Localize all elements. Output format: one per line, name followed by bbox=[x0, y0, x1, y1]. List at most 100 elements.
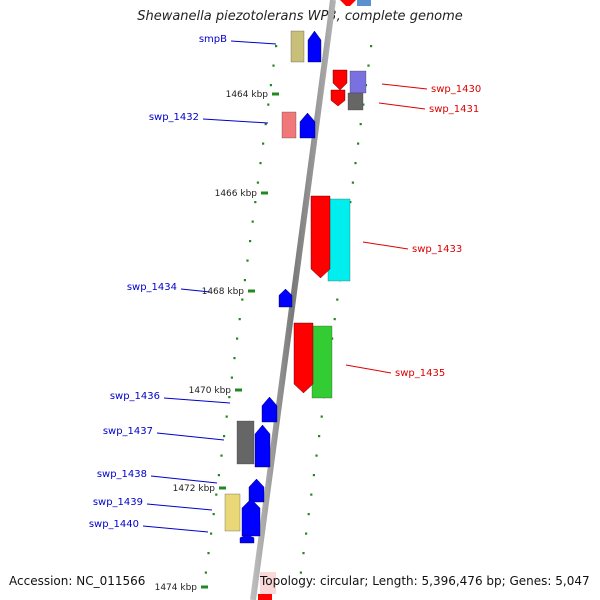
scale-ticks: 1464 kbp 1466 kbp 1468 kbp 1470 kbp 1472 kbp… bbox=[155, 90, 279, 593]
scale-tick bbox=[201, 585, 208, 589]
gene-arrow-forward bbox=[332, 69, 348, 91]
track-dot bbox=[264, 123, 267, 126]
tick-label: 1464 kbp bbox=[226, 90, 269, 100]
accession-label: Accession: NC_011566 bbox=[9, 574, 146, 588]
label-leader bbox=[202, 118, 269, 124]
scale-tick bbox=[261, 191, 268, 195]
track-dot bbox=[254, 201, 257, 204]
track-dot bbox=[251, 220, 254, 223]
label-leader bbox=[345, 364, 392, 374]
gene-arrow-forward bbox=[330, 89, 346, 107]
cog-block bbox=[224, 493, 241, 532]
track-dot bbox=[212, 513, 215, 516]
tick-label: 1468 kbp bbox=[202, 287, 245, 297]
gene-label: swp_1431 bbox=[429, 104, 479, 115]
gene-label: swp_1435 bbox=[395, 368, 445, 379]
track-dot bbox=[217, 474, 220, 477]
label-leader bbox=[362, 241, 409, 250]
track-dot bbox=[223, 435, 226, 438]
label-leader bbox=[150, 475, 218, 484]
track-dot bbox=[357, 142, 360, 145]
track-dot bbox=[241, 298, 244, 301]
gene-label: swp_1433 bbox=[412, 244, 462, 255]
track-dot bbox=[269, 84, 272, 87]
backbone-line bbox=[250, 0, 336, 600]
gene-label: swp_1437 bbox=[103, 426, 153, 437]
scale-tick bbox=[235, 388, 242, 392]
gene-label: swp_1440 bbox=[89, 519, 139, 530]
map-title: Shewanella piezotolerans WP3, complete g… bbox=[137, 9, 463, 24]
cog-block bbox=[349, 70, 367, 94]
track-dot bbox=[305, 532, 308, 535]
track-dot bbox=[262, 142, 265, 145]
gene-label: swp_1436 bbox=[110, 391, 160, 402]
cog-block bbox=[236, 420, 255, 465]
track-dot bbox=[354, 162, 357, 165]
label-leader bbox=[180, 288, 211, 293]
gene-label: swp_1430 bbox=[431, 84, 481, 95]
tick-label: 1470 kbp bbox=[189, 386, 232, 396]
track-dot bbox=[333, 318, 336, 321]
cog-block-partial bbox=[260, 572, 276, 594]
label-leader bbox=[378, 102, 426, 110]
track-dot bbox=[243, 279, 246, 282]
gene-labels: smpB swp_1432 swp_1434 swp_1436 swp_1437 swp_… bbox=[89, 34, 481, 533]
gene-arrow-partial bbox=[258, 594, 272, 600]
track-dot bbox=[336, 298, 339, 301]
gene-label: swp_1432 bbox=[149, 112, 199, 123]
gene-features bbox=[224, 0, 371, 600]
cog-block bbox=[327, 198, 351, 282]
scale-tick bbox=[219, 486, 226, 490]
tick-label: 1466 kbp bbox=[215, 189, 258, 199]
cog-block bbox=[290, 30, 305, 63]
track-dot bbox=[204, 571, 207, 574]
scale-tick bbox=[248, 289, 255, 293]
label-leader bbox=[163, 397, 231, 404]
label-leader bbox=[142, 525, 209, 533]
gene-arrow-reverse bbox=[307, 30, 322, 63]
track-dot bbox=[302, 552, 305, 555]
track-dot bbox=[233, 357, 236, 360]
label-leader bbox=[381, 83, 428, 90]
gene-arrow-reverse bbox=[278, 288, 293, 308]
track-dot bbox=[256, 181, 259, 184]
track-dot bbox=[246, 259, 249, 262]
gene-arrow-reverse bbox=[248, 478, 265, 503]
gene-label: swp_1439 bbox=[93, 497, 143, 508]
track-dot bbox=[267, 103, 270, 106]
track-dot bbox=[210, 532, 213, 535]
track-dot bbox=[312, 474, 315, 477]
gene-label: swp_1434 bbox=[127, 282, 177, 293]
gene-label: smpB bbox=[199, 34, 227, 45]
track-dot bbox=[228, 396, 231, 399]
scale-tick bbox=[272, 92, 279, 96]
track-dot bbox=[220, 454, 223, 457]
label-leader bbox=[146, 503, 213, 511]
track-dot bbox=[320, 415, 323, 418]
label-leader bbox=[156, 432, 225, 441]
genome-summary: Topology: circular; Length: 5,396,476 bp… bbox=[260, 574, 590, 588]
track-dot bbox=[225, 415, 228, 418]
track-dot bbox=[318, 435, 321, 438]
track-dot bbox=[275, 45, 278, 48]
label-leader bbox=[230, 40, 277, 45]
track-dot bbox=[207, 552, 210, 555]
track-dot bbox=[299, 571, 302, 574]
gene-arrow-reverse bbox=[254, 424, 271, 468]
track-dot bbox=[307, 513, 310, 516]
track-dot bbox=[236, 337, 239, 340]
gene-arrow-forward bbox=[310, 195, 331, 279]
gene-label: swp_1438 bbox=[97, 469, 147, 480]
track-dot bbox=[238, 318, 241, 321]
track-dot bbox=[272, 64, 275, 67]
track-dot bbox=[370, 45, 373, 48]
cog-block bbox=[311, 325, 333, 399]
backbone bbox=[250, 0, 336, 600]
track-dot bbox=[259, 162, 262, 165]
cog-block bbox=[281, 111, 297, 139]
track-dot bbox=[249, 240, 252, 243]
track-dot bbox=[359, 123, 362, 126]
cog-block-partial bbox=[357, 0, 371, 6]
gene-arrow-reverse bbox=[239, 534, 255, 544]
